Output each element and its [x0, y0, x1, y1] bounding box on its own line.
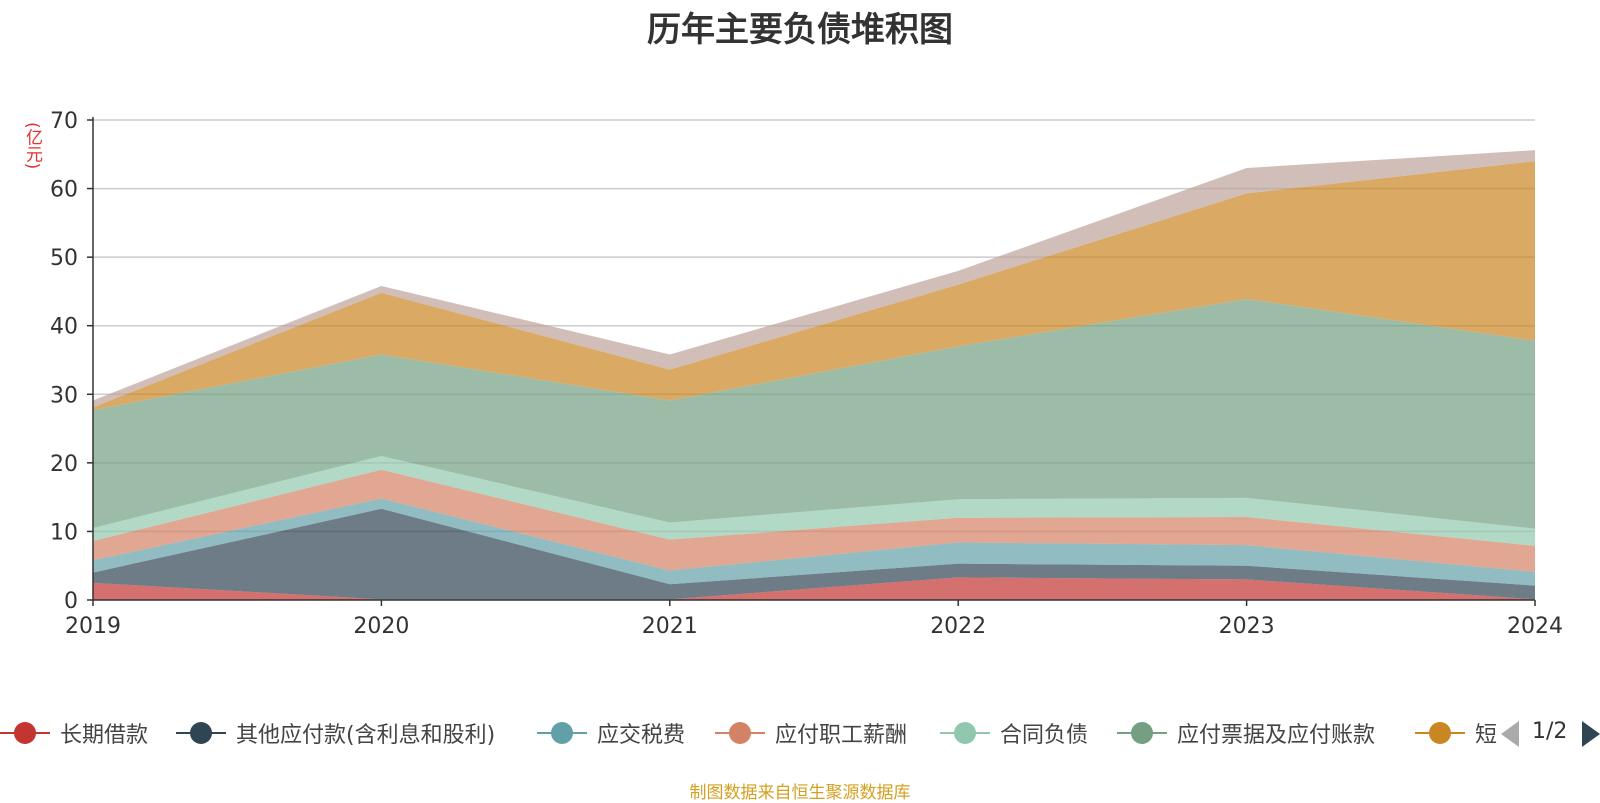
legend-marker-icon: [1117, 715, 1167, 751]
legend-item[interactable]: 应付票据及应付账款: [1117, 715, 1375, 751]
chart-title: 历年主要负债堆积图: [647, 10, 953, 50]
y-axis-unit-label: (亿元): [22, 122, 42, 170]
legend-marker-icon: [715, 715, 765, 751]
data-source-footer: 制图数据来自恒生聚源数据库: [689, 783, 911, 803]
y-tick-label: 10: [50, 520, 78, 545]
y-tick-label: 30: [50, 383, 78, 408]
area-series-3: [93, 469, 1535, 572]
legend-next-page-icon[interactable]: [1582, 721, 1600, 747]
area-series-2: [93, 498, 1535, 586]
x-tick-label: 2019: [65, 614, 121, 639]
legend-marker-icon: [176, 715, 226, 751]
legend-item[interactable]: 合同负债: [940, 715, 1088, 751]
y-tick-label: 40: [50, 315, 78, 340]
legend-item[interactable]: 应付职工薪酬: [715, 715, 907, 751]
x-axis-ticks: 2019 2020 2021 2022 2023 2024: [65, 614, 1563, 639]
legend-item[interactable]: 其他应付款(含利息和股利): [176, 715, 495, 751]
y-tick-label: 20: [50, 452, 78, 477]
legend-label: 应付票据及应付账款: [1177, 723, 1376, 748]
x-tick-label: 2021: [642, 614, 698, 639]
legend-label: 其他应付款(含利息和股利): [236, 723, 496, 748]
y-axis-ticks: 0 10 20 30 40 50 60 70: [50, 109, 78, 614]
y-tick-label: 60: [50, 178, 78, 203]
x-tick-label: 2020: [353, 614, 409, 639]
legend-label: 应交税费: [597, 723, 686, 748]
y-tick-label: 50: [50, 246, 78, 271]
legend-page-count: 1/2: [1532, 719, 1568, 744]
legend-label: 应付职工薪酬: [775, 723, 908, 748]
area-series-1: [93, 508, 1535, 600]
area-series: [93, 150, 1535, 600]
chart-legend: 长期借款 其他应付款(含利息和股利) 应交税费 应付职工薪酬 合同负债 应付票据及应付账款…: [0, 715, 1500, 751]
y-tick-label: 0: [64, 589, 78, 614]
area-series-4: [93, 456, 1535, 546]
stacked-area-chart: 0 10 20 30 40 50 60 70 2019 2020 2021 2022 2023 2024: [50, 109, 1563, 639]
legend-marker-icon: [537, 715, 587, 751]
axes: [87, 117, 1536, 606]
legend-item[interactable]: 短: [1415, 715, 1497, 751]
legend-item[interactable]: 应交税费: [537, 715, 685, 751]
legend-item[interactable]: 长期借款: [0, 715, 148, 751]
area-series-6: [93, 161, 1535, 411]
legend-prev-page-icon[interactable]: [1501, 721, 1519, 747]
legend-pager: 1/2: [1500, 715, 1600, 751]
area-series-0: [93, 577, 1535, 600]
area-series-5: [93, 298, 1535, 529]
legend-label: 长期借款: [60, 723, 149, 748]
x-tick-label: 2023: [1219, 614, 1275, 639]
area-series-7: [93, 150, 1535, 408]
legend-label: 合同负债: [1000, 723, 1089, 748]
legend-marker-icon: [1415, 715, 1465, 751]
x-tick-label: 2024: [1507, 614, 1563, 639]
x-tick-label: 2022: [930, 614, 986, 639]
legend-marker-icon: [0, 715, 50, 751]
y-tick-label: 70: [50, 109, 78, 134]
legend-label: 短: [1475, 723, 1498, 748]
legend-marker-icon: [940, 715, 990, 751]
